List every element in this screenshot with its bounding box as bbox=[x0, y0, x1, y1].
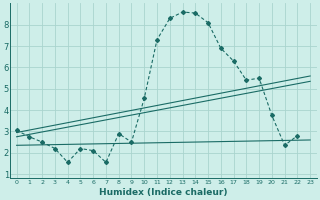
X-axis label: Humidex (Indice chaleur): Humidex (Indice chaleur) bbox=[99, 188, 228, 197]
